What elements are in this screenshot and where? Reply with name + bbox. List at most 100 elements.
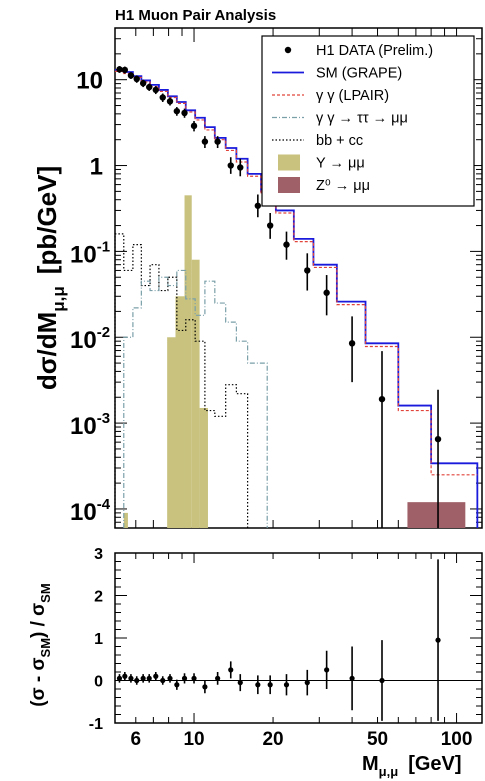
main-y-tick-label-base: 10: [70, 327, 97, 354]
legend-entry-bbcc: bb + cc: [272, 133, 363, 149]
data-point: [121, 66, 129, 74]
x-axis-label: Mμ,μ [GeV]: [362, 753, 462, 779]
main-y-axis-label-sub: μ,μ: [49, 286, 68, 312]
ratio-y-axis-label: (σ - σSM) / σSM: [28, 583, 53, 706]
main-plot-layer: [114, 66, 479, 528]
legend: H1 DATA (Prelim.) SM (GRAPE) γ γ (LPAIR) γ …: [261, 35, 475, 207]
legend-marker: [284, 46, 292, 54]
ratio-panel: -1 0 1 2 3 6 10 20 50 100: [89, 546, 483, 750]
legend-items: H1 DATA (Prelim.) SM (GRAPE) γ γ (LPAIR) γ …: [272, 43, 433, 194]
data-point: [323, 289, 330, 296]
data-point: [378, 395, 386, 403]
data-point: [214, 138, 221, 145]
upsilon-bar: [167, 337, 176, 528]
upsilon-bar: [191, 259, 200, 528]
ratio-plot-layer: [115, 559, 482, 721]
data-point: [304, 267, 311, 274]
legend-label: SM (GRAPE): [316, 66, 402, 82]
legend-label: H1 DATA (Prelim.): [316, 43, 433, 59]
data-point: [146, 83, 153, 91]
legend-label: Υ → μμ: [316, 156, 365, 172]
legend-entry-tautau: γ γ → ττ → μμ: [272, 111, 408, 127]
ratio-point: [324, 667, 330, 673]
ratio-point: [128, 675, 134, 681]
legend-entry-z0: Z⁰ → μμ: [278, 177, 370, 194]
data-point: [254, 202, 262, 209]
ratio-point: [191, 675, 197, 681]
upsilon-bar: [123, 512, 128, 528]
ratio-point: [167, 675, 173, 681]
ratio-y-tick-label: 3: [94, 546, 103, 563]
main-y-axis-label-unit: [pb/GeV]: [32, 166, 62, 274]
ratio-point: [267, 682, 273, 688]
legend-label: bb + cc: [316, 133, 363, 149]
ratio-point: [160, 677, 166, 684]
main-y-axis-label-main: dσ/dM: [32, 312, 62, 390]
ratio-x-tick-label: 10: [183, 729, 204, 750]
data-point: [133, 75, 140, 83]
ratio-y-ticks: [115, 552, 482, 724]
ratio-point: [146, 675, 152, 681]
ratio-point: [215, 675, 221, 681]
ratio-point: [202, 684, 208, 690]
data-point: [181, 109, 188, 117]
ratio-x-tick-label: 6: [130, 729, 141, 750]
data-point: [116, 66, 123, 73]
z0-bar: [407, 502, 466, 528]
ratio-y-tick-label: 2: [94, 589, 103, 606]
ratio-x-tick-label: 20: [262, 729, 283, 750]
legend-swatch: [278, 154, 300, 171]
legend-label: γ γ (LPAIR): [316, 88, 389, 104]
ratio-y-tick-label: 0: [94, 674, 103, 691]
ratio-point: [134, 677, 140, 684]
x-axis-label-unit: [GeV]: [408, 753, 461, 775]
ratio-point: [116, 675, 123, 681]
main-y-tick-label-exp: -2: [97, 324, 110, 341]
main-y-tick-label-exp: -4: [97, 496, 111, 513]
ratio-point: [255, 682, 261, 688]
main-y-ticks: [115, 27, 482, 529]
data-point: [237, 164, 244, 171]
ratio-point: [174, 682, 180, 688]
ratio-y-tick-labels: -1 0 1 2 3: [89, 546, 103, 733]
data-point: [139, 80, 147, 87]
ratio-y-axis-label-mid: ) / σ: [28, 603, 49, 638]
ratio-point: [283, 682, 290, 688]
main-y-axis-label: dσ/dMμ,μ [pb/GeV]: [32, 166, 68, 390]
ratio-point: [181, 675, 188, 681]
ratio-point: [122, 673, 128, 679]
ratio-y-tick-label: 1: [94, 631, 103, 648]
data-point: [190, 122, 198, 130]
main-y-tick-label: 10-2: [70, 324, 110, 354]
ratio-x-tick-label: 100: [441, 729, 473, 750]
legend-label: γ γ → ττ → μμ: [316, 111, 408, 127]
main-y-tick-label-exp: -3: [97, 410, 110, 427]
main-y-tick-label: 1: [90, 154, 103, 181]
ratio-plot-frame: [114, 552, 483, 724]
ratio-point: [379, 677, 385, 684]
lpair-histogram: [115, 70, 478, 476]
ratio-y-axis-label-main: (σ - σ: [28, 657, 49, 706]
main-y-tick-label: 10: [76, 68, 103, 95]
ratio-x-ticks: [114, 553, 458, 723]
ratio-x-tick-label: 50: [367, 729, 388, 750]
legend-entry-sm: SM (GRAPE): [272, 66, 402, 82]
ratio-point: [349, 675, 355, 681]
data-point: [166, 98, 174, 105]
upsilon-bar: [199, 407, 208, 528]
ratio-point: [304, 680, 310, 686]
legend-entry-lpair: γ γ (LPAIR): [272, 88, 389, 104]
data-point: [266, 222, 274, 229]
data-point: [227, 162, 234, 169]
legend-entry-upsilon: Υ → μμ: [278, 154, 365, 172]
x-axis-label-sub: μ,μ: [379, 764, 399, 779]
ratio-point: [140, 675, 146, 681]
main-y-tick-label: 10-4: [70, 496, 111, 526]
data-point: [173, 107, 181, 115]
legend-swatch: [278, 177, 300, 193]
ratio-point: [228, 667, 234, 673]
main-y-tick-label-exp: -1: [97, 238, 110, 255]
ratio-y-axis-label-sub1: SM: [38, 638, 53, 658]
